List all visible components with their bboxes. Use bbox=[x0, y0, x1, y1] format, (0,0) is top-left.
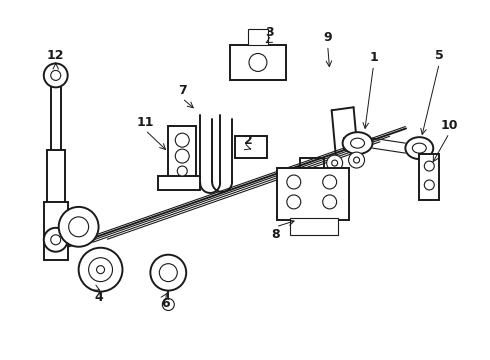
Circle shape bbox=[424, 161, 434, 171]
Circle shape bbox=[332, 160, 338, 166]
Circle shape bbox=[177, 166, 187, 176]
Bar bbox=[168, 126, 196, 178]
Bar bbox=[44, 202, 68, 260]
Text: 7: 7 bbox=[178, 84, 187, 97]
Bar bbox=[248, 28, 268, 45]
Ellipse shape bbox=[405, 137, 433, 159]
Circle shape bbox=[51, 235, 61, 245]
Circle shape bbox=[89, 258, 113, 282]
Circle shape bbox=[162, 298, 174, 310]
Text: 3: 3 bbox=[266, 26, 274, 39]
Circle shape bbox=[78, 248, 122, 292]
Text: 6: 6 bbox=[161, 297, 170, 310]
Circle shape bbox=[51, 71, 61, 80]
Circle shape bbox=[348, 152, 365, 168]
Ellipse shape bbox=[350, 138, 365, 148]
Text: 1: 1 bbox=[369, 51, 378, 64]
Circle shape bbox=[424, 180, 434, 190]
Text: 11: 11 bbox=[137, 116, 154, 129]
Bar bbox=[158, 176, 200, 190]
Circle shape bbox=[159, 264, 177, 282]
Circle shape bbox=[327, 155, 343, 171]
Circle shape bbox=[175, 149, 189, 163]
Circle shape bbox=[175, 133, 189, 147]
Circle shape bbox=[150, 255, 186, 291]
Text: 5: 5 bbox=[435, 49, 443, 62]
Text: 9: 9 bbox=[323, 31, 332, 44]
Text: 10: 10 bbox=[441, 119, 458, 132]
Circle shape bbox=[69, 217, 89, 237]
Circle shape bbox=[354, 157, 360, 163]
Circle shape bbox=[249, 54, 267, 71]
Bar bbox=[235, 136, 267, 158]
Text: 4: 4 bbox=[94, 291, 103, 304]
Bar bbox=[290, 218, 338, 235]
Ellipse shape bbox=[343, 132, 372, 154]
Circle shape bbox=[97, 266, 104, 274]
Circle shape bbox=[44, 63, 68, 87]
Circle shape bbox=[59, 207, 98, 247]
Bar bbox=[419, 154, 439, 200]
Text: 8: 8 bbox=[271, 228, 280, 241]
Ellipse shape bbox=[413, 143, 426, 153]
Circle shape bbox=[323, 195, 337, 209]
Circle shape bbox=[44, 228, 68, 252]
Text: 2: 2 bbox=[244, 134, 252, 147]
Circle shape bbox=[323, 175, 337, 189]
Text: 12: 12 bbox=[47, 49, 65, 62]
Circle shape bbox=[287, 195, 301, 209]
Circle shape bbox=[287, 175, 301, 189]
Bar bbox=[230, 45, 286, 80]
Bar bbox=[47, 150, 65, 205]
Bar bbox=[277, 168, 348, 220]
